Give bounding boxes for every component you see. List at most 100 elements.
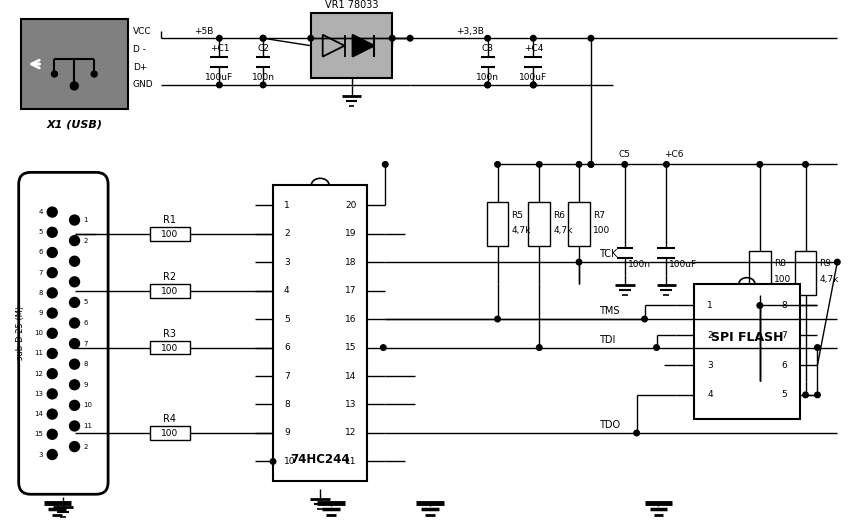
Text: 100uF: 100uF <box>520 73 547 82</box>
Text: 12: 12 <box>345 429 356 438</box>
Text: R6: R6 <box>553 211 565 220</box>
Text: 3: 3 <box>39 451 44 458</box>
Text: TDI: TDI <box>599 335 615 345</box>
Bar <box>486 202 508 246</box>
Circle shape <box>531 82 536 88</box>
Circle shape <box>270 459 276 464</box>
Text: 6: 6 <box>39 250 44 255</box>
Text: 100: 100 <box>161 230 178 239</box>
Circle shape <box>815 345 820 350</box>
Text: 10: 10 <box>284 457 295 466</box>
Circle shape <box>576 259 582 265</box>
Circle shape <box>531 82 536 88</box>
Text: 20: 20 <box>345 201 356 210</box>
Circle shape <box>69 277 80 287</box>
Circle shape <box>642 316 647 322</box>
Text: R9: R9 <box>819 259 831 268</box>
Text: 15: 15 <box>34 431 44 438</box>
Text: TCK: TCK <box>599 249 617 259</box>
Circle shape <box>47 247 57 258</box>
Circle shape <box>69 236 80 246</box>
Circle shape <box>383 161 388 167</box>
Text: 19: 19 <box>345 229 356 238</box>
Circle shape <box>69 318 80 328</box>
Text: +C6: +C6 <box>664 150 684 159</box>
Text: R7: R7 <box>593 211 605 220</box>
Text: 8: 8 <box>84 361 88 367</box>
Circle shape <box>47 430 57 439</box>
Text: 100: 100 <box>161 430 178 439</box>
Circle shape <box>484 36 490 41</box>
Text: D -: D - <box>133 45 146 54</box>
Text: 4: 4 <box>707 390 713 399</box>
Circle shape <box>576 161 582 167</box>
Text: 2: 2 <box>707 331 713 340</box>
Circle shape <box>47 369 57 379</box>
Text: 18: 18 <box>345 258 356 267</box>
Text: VR1 78033: VR1 78033 <box>324 1 378 11</box>
Circle shape <box>537 345 542 350</box>
Bar <box>150 340 189 355</box>
Text: 3: 3 <box>707 361 713 370</box>
Text: 4: 4 <box>39 209 44 215</box>
Text: 4,7k: 4,7k <box>819 275 839 284</box>
Text: 100: 100 <box>593 226 610 235</box>
Bar <box>311 13 392 78</box>
Text: 8: 8 <box>39 290 44 296</box>
Text: 10: 10 <box>84 402 92 408</box>
Text: R2: R2 <box>163 272 176 281</box>
Circle shape <box>495 161 500 167</box>
Text: C2: C2 <box>257 44 269 53</box>
Text: 100uF: 100uF <box>205 73 234 82</box>
Text: 14: 14 <box>345 372 356 381</box>
Text: 6: 6 <box>781 361 787 370</box>
Text: 7: 7 <box>39 270 44 276</box>
Text: 7: 7 <box>781 331 787 340</box>
Text: R8: R8 <box>774 259 786 268</box>
Text: 1: 1 <box>84 217 88 223</box>
Bar <box>150 426 189 440</box>
Text: 2: 2 <box>84 443 88 450</box>
Text: 100n: 100n <box>476 73 499 82</box>
Circle shape <box>92 71 98 77</box>
Bar <box>528 202 550 246</box>
Circle shape <box>70 82 78 90</box>
Text: C3: C3 <box>482 44 494 53</box>
Bar <box>273 185 367 481</box>
Text: 100uF: 100uF <box>669 260 698 269</box>
Text: 100: 100 <box>161 344 178 353</box>
Circle shape <box>389 36 395 41</box>
Text: 1: 1 <box>284 201 289 210</box>
Circle shape <box>803 392 808 398</box>
Text: +5B: +5B <box>194 27 214 36</box>
Polygon shape <box>353 35 374 57</box>
Text: +3,3B: +3,3B <box>455 27 484 36</box>
Text: 5: 5 <box>39 229 44 235</box>
Circle shape <box>47 450 57 459</box>
Circle shape <box>757 161 763 167</box>
Circle shape <box>217 82 223 88</box>
Circle shape <box>537 161 542 167</box>
Text: 100: 100 <box>774 275 791 284</box>
Circle shape <box>663 161 669 167</box>
Text: 9: 9 <box>84 382 88 388</box>
Bar <box>794 251 817 295</box>
Circle shape <box>803 161 808 167</box>
Text: sub-D 25 (M): sub-D 25 (M) <box>16 306 25 361</box>
Circle shape <box>69 380 80 390</box>
Circle shape <box>47 308 57 318</box>
Text: 10: 10 <box>34 330 44 336</box>
Bar <box>150 284 189 297</box>
Circle shape <box>47 207 57 217</box>
Text: R1: R1 <box>163 215 176 225</box>
Circle shape <box>484 82 490 88</box>
Circle shape <box>47 288 57 298</box>
Text: R3: R3 <box>163 329 176 339</box>
Text: 74HC244: 74HC244 <box>290 453 350 466</box>
Circle shape <box>407 36 413 41</box>
Text: 100: 100 <box>161 287 178 296</box>
Text: 9: 9 <box>39 310 44 316</box>
Text: 3: 3 <box>284 258 289 267</box>
Circle shape <box>47 348 57 358</box>
Text: VCC: VCC <box>133 27 152 36</box>
